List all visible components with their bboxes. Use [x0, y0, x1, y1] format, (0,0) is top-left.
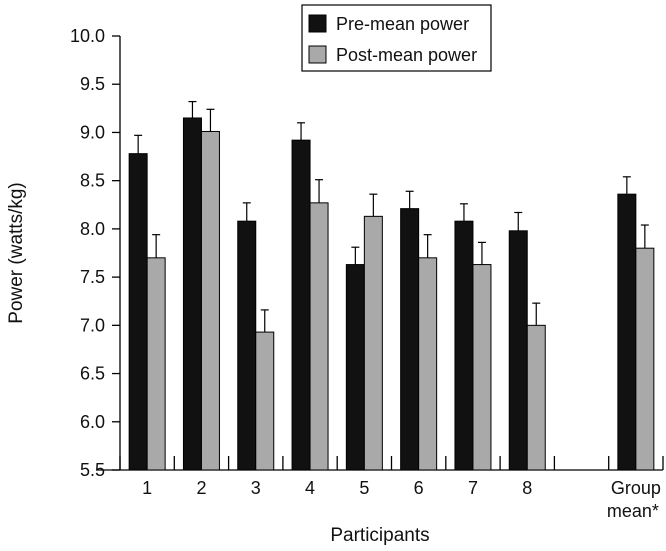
y-axis-title: Power (watts/kg)	[6, 182, 27, 323]
bar-pre-mean-power	[454, 220, 474, 471]
bar-post-mean-power	[309, 202, 329, 471]
bar-post-mean-power	[255, 331, 275, 471]
y-tick-label: 8.5	[80, 171, 105, 191]
y-tick-label: 6.0	[80, 412, 105, 432]
x-tick-label: 3	[251, 478, 261, 498]
bar-pre-mean-power	[400, 208, 420, 471]
x-tick-label: Group	[611, 478, 661, 498]
legend-label-pre-mean-power: Pre-mean power	[336, 14, 469, 34]
bar-post-mean-power	[472, 264, 492, 471]
x-tick-label: 4	[305, 478, 315, 498]
x-tick-label: 8	[522, 478, 532, 498]
y-ticks-group: 5.5 6.0 6.5 7.0 7.5 8.0 8.5 9.0 9.5 10.0	[70, 26, 120, 480]
x-axis-title: Participants	[330, 525, 429, 546]
bar-pre-mean-power	[128, 153, 148, 471]
y-tick-label: 5.5	[80, 460, 105, 480]
bar-pre-mean-power	[345, 264, 365, 471]
x-ticks-group	[119, 456, 664, 470]
bar-pre-mean-power	[617, 193, 637, 471]
x-tick-labels-group: 1 2 3 4 5 6 7 8 Group mean*	[142, 478, 661, 521]
y-tick-label: 7.0	[80, 315, 105, 335]
y-tick-label: 6.5	[80, 364, 105, 384]
x-tick-label: 7	[468, 478, 478, 498]
x-tick-label-line2: mean*	[607, 501, 659, 521]
x-tick-label: 6	[414, 478, 424, 498]
error-bars-group	[134, 100, 649, 333]
legend-swatch-pre-mean-power	[308, 14, 327, 33]
bar-pre-mean-power	[291, 139, 311, 471]
x-tick-label: 1	[142, 478, 152, 498]
y-tick-label: 7.5	[80, 267, 105, 287]
bar-pre-mean-power	[182, 117, 202, 471]
legend-swatch-post-mean-power	[308, 45, 327, 64]
bar-post-mean-power	[418, 257, 438, 471]
x-tick-label: 2	[196, 478, 206, 498]
bar-post-mean-power	[200, 130, 220, 471]
y-tick-label: 8.0	[80, 219, 105, 239]
y-tick-label: 10.0	[70, 26, 105, 46]
legend-label-post-mean-power: Post-mean power	[336, 45, 477, 65]
bar-post-mean-power	[146, 257, 166, 471]
bars-group	[128, 117, 655, 471]
bar-post-mean-power	[526, 324, 546, 471]
legend: Pre-mean power Post-mean power	[301, 4, 492, 72]
bar-pre-mean-power	[508, 230, 528, 471]
bar-post-mean-power	[363, 215, 383, 471]
x-tick-label: 5	[359, 478, 369, 498]
legend-box	[301, 4, 492, 72]
bar-post-mean-power	[635, 247, 655, 471]
bar-pre-mean-power	[237, 220, 257, 471]
y-tick-label: 9.0	[80, 122, 105, 142]
y-tick-label: 9.5	[80, 74, 105, 94]
